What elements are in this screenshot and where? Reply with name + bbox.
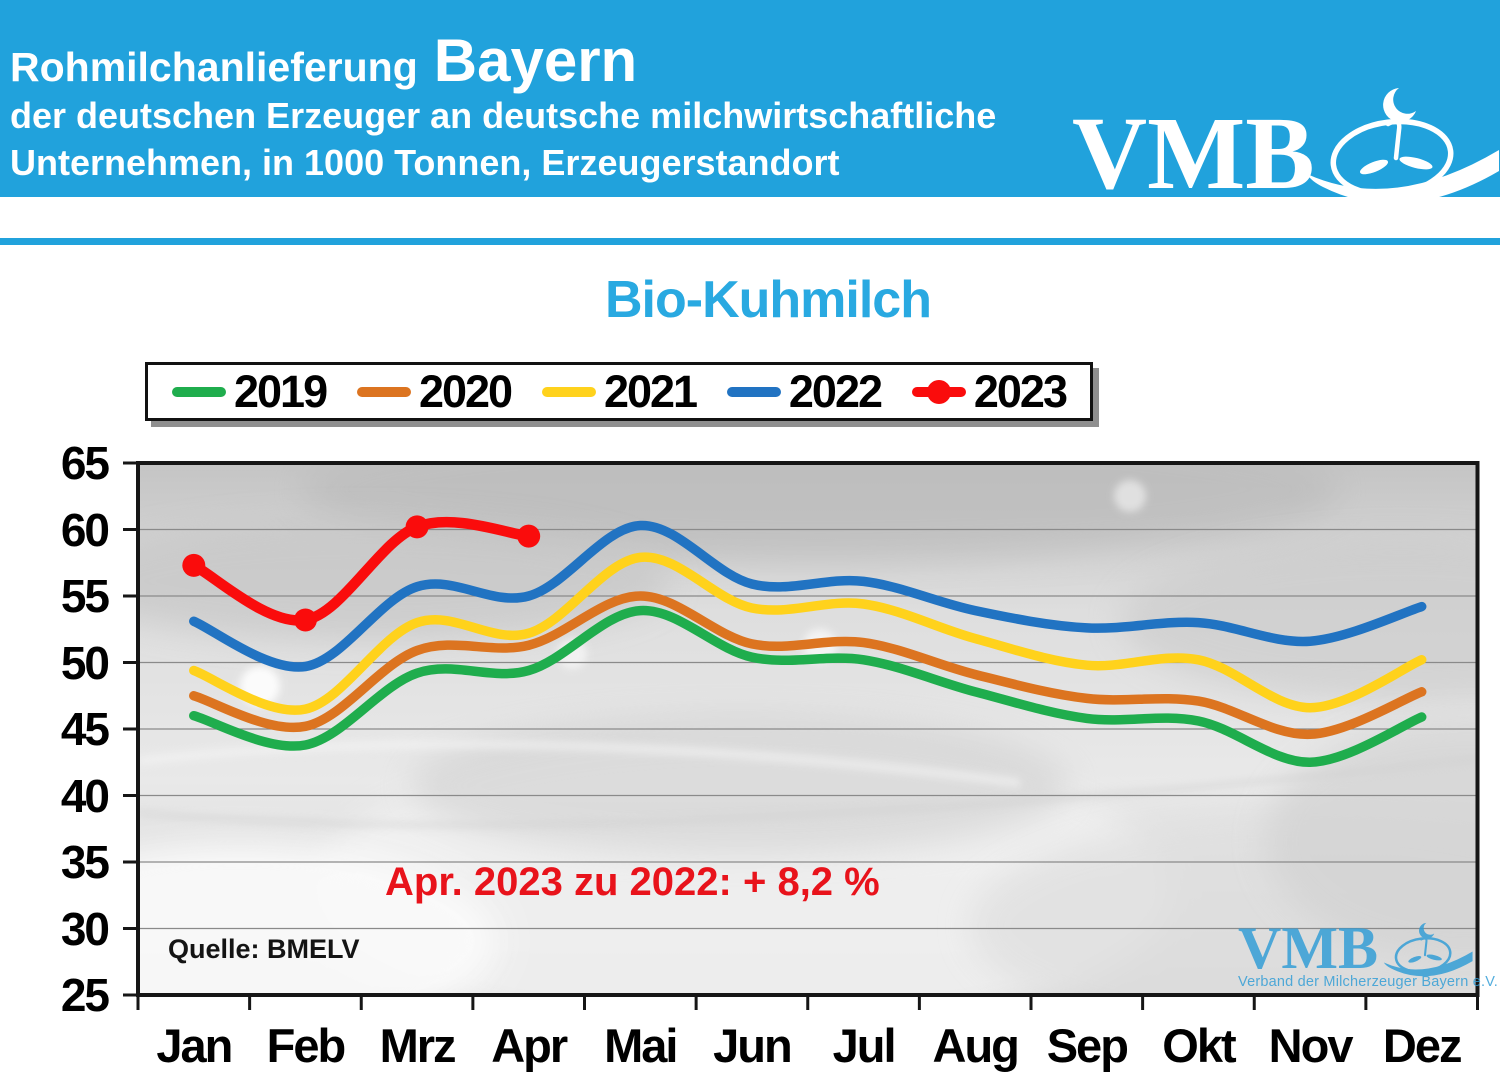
legend-item-2019: 2019 <box>172 366 328 417</box>
x-axis-label-Jul: Jul <box>832 1019 897 1072</box>
header-title-prefix: Rohmilchanlieferung <box>10 44 418 90</box>
header-divider-stripe <box>0 238 1500 245</box>
series-line-2020 <box>189 591 1427 740</box>
line-chart-plot <box>123 461 1480 1010</box>
x-axis-label-Feb: Feb <box>266 1019 347 1072</box>
y-axis-label: 65 <box>60 437 110 489</box>
y-axis-label: 30 <box>60 902 110 955</box>
y-axis-label: 25 <box>60 969 110 1021</box>
legend-item-2021: 2021 <box>541 366 698 417</box>
series-line-2021 <box>189 552 1427 715</box>
header-subtitle-line2: Unternehmen, in 1000 Tonnen, Erzeugersta… <box>10 142 840 183</box>
header-title-region: Bayern <box>433 27 638 94</box>
legend-swatch-2020 <box>356 386 411 397</box>
x-axis-label-Dez: Dez <box>1382 1019 1463 1072</box>
watermark-logo-text: VMB <box>1238 915 1378 981</box>
chart-title: Bio-Kuhmilch <box>605 271 932 329</box>
x-axis-label-Okt: Okt <box>1162 1019 1236 1072</box>
x-axis-label-Nov: Nov <box>1268 1019 1354 1072</box>
legend-label-2021: 2021 <box>603 366 698 417</box>
header-subtitle-line1: der deutschen Erzeuger an deutsche milch… <box>10 95 997 136</box>
legend-item-2022: 2022 <box>726 366 883 417</box>
x-axis-label-Jun: Jun <box>713 1019 793 1072</box>
vmb-logo-text: VMB <box>1072 96 1315 211</box>
legend-swatch-2022 <box>726 386 781 397</box>
data-point-marker-2023 <box>293 608 317 632</box>
legend-swatch-2023 <box>911 379 966 404</box>
legend-label-2019: 2019 <box>234 366 328 417</box>
legend-label-2020: 2020 <box>418 366 513 417</box>
watermark-logo: VMB Verband der Milcherzeuger Bayern e.V… <box>1238 915 1498 990</box>
y-axis-label: 45 <box>60 703 110 755</box>
legend-item-2023: 2023 <box>911 366 1068 417</box>
watermark-swirl-icon <box>1382 919 1473 977</box>
legend-swatch-2019 <box>172 386 226 397</box>
vmb-swirl-icon <box>1303 80 1500 205</box>
y-axis-label: 60 <box>60 503 110 556</box>
data-point-marker-2023 <box>517 524 541 548</box>
x-axis-label-Jan: Jan <box>156 1019 233 1072</box>
y-axis-label: 50 <box>60 636 110 689</box>
axis-ticks <box>123 461 1479 1010</box>
legend-label-2022: 2022 <box>788 366 883 417</box>
x-axis-label-Sep: Sep <box>1046 1019 1129 1072</box>
x-axis-label-Mai: Mai <box>604 1019 678 1072</box>
data-point-marker-2023 <box>405 515 429 539</box>
series-line-2023 <box>188 516 534 626</box>
legend-label-2023: 2023 <box>973 366 1068 417</box>
y-axis-label: 35 <box>60 836 110 888</box>
watermark-tagline: Verband der Milcherzeuger Bayern e.V. <box>1238 974 1498 990</box>
y-axis-label: 40 <box>60 769 110 822</box>
header-title: Rohmilchanlieferung Bayern <box>10 26 637 95</box>
y-axis-label: 55 <box>60 570 110 622</box>
legend-marker-dot <box>926 379 951 404</box>
x-axis-label-Mrz: Mrz <box>379 1019 457 1072</box>
legend-item-2020: 2020 <box>356 366 513 417</box>
series-line-2022 <box>189 520 1427 672</box>
x-axis-label-Apr: Apr <box>491 1019 568 1072</box>
data-point-marker-2023 <box>182 553 206 577</box>
header-banner: Rohmilchanlieferung Bayern der deutschen… <box>0 0 1500 206</box>
series-line-2019 <box>189 605 1427 768</box>
source-label: Quelle: BMELV <box>168 934 360 964</box>
legend: 2019 2020 2021 2022 2023 <box>145 362 1093 421</box>
x-axis-label-Aug: Aug <box>932 1019 1020 1072</box>
comparison-annotation: Apr. 2023 zu 2022: + 8,2 % <box>385 860 880 904</box>
legend-swatch-2021 <box>541 386 596 397</box>
